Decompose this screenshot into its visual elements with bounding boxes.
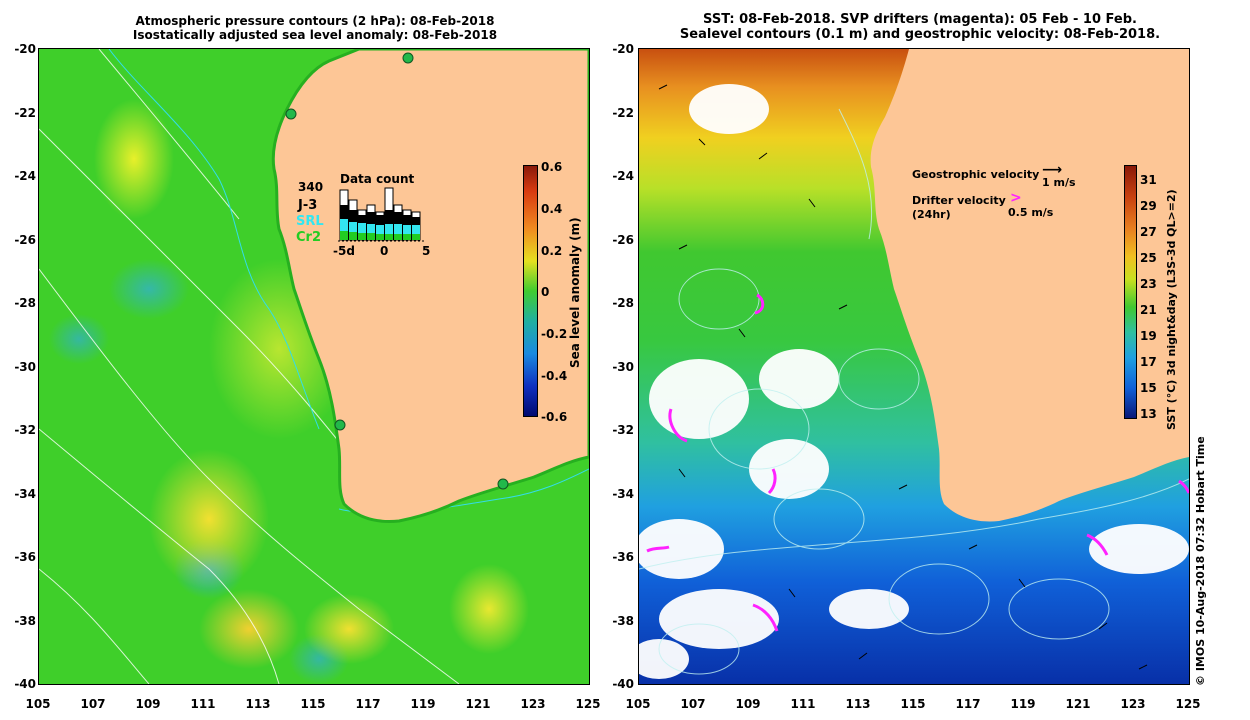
- geostrophic-scale: 1 m/s: [1042, 176, 1076, 189]
- colorbar-tick: 19: [1140, 329, 1157, 343]
- colorbar-tick: 31: [1140, 173, 1157, 187]
- right-x-tick: 105: [625, 697, 651, 711]
- colorbar-tick: -0.4: [541, 369, 568, 383]
- sea-level-colorbar-label: Sea level anomaly (m): [568, 217, 582, 368]
- colorbar-tick: 0.4: [541, 202, 563, 216]
- colorbar-tick: 27: [1140, 225, 1157, 239]
- right-y-tick: -36: [612, 550, 634, 564]
- left-y-tick: -40: [14, 677, 36, 691]
- station-marker: [497, 478, 509, 490]
- colorbar-tick: -0.2: [541, 327, 568, 341]
- left-y-tick: -38: [14, 614, 36, 628]
- right-y-tick: -24: [612, 169, 634, 183]
- left-x-tick: 117: [355, 697, 381, 711]
- left-y-tick: -20: [14, 42, 36, 56]
- right-x-tick: 121: [1065, 697, 1091, 711]
- mission-cr2-label: Cr2: [296, 230, 321, 245]
- right-y-tick: -34: [612, 487, 634, 501]
- sst-colorbar: [1124, 165, 1137, 419]
- colorbar-tick: 0.6: [541, 160, 563, 174]
- colorbar-tick: 21: [1140, 303, 1157, 317]
- left-y-tick: -30: [14, 360, 36, 374]
- mission-j3-label: J-3: [298, 198, 318, 213]
- left-y-tick: -36: [14, 550, 36, 564]
- left-y-tick: -34: [14, 487, 36, 501]
- data-count-title: Data count: [340, 172, 415, 186]
- right-title-line2: Sealevel contours (0.1 m) and geostrophi…: [679, 27, 1161, 42]
- drifter-arrow-icon: >: [1010, 190, 1022, 206]
- drifter-velocity-label: Drifter velocity: [912, 194, 1006, 207]
- right-map-graphics: [639, 49, 1189, 679]
- sea-level-colorbar: [523, 165, 538, 417]
- station-marker: [285, 108, 297, 120]
- colorbar-tick: -0.6: [541, 410, 568, 424]
- right-x-tick: 111: [790, 697, 816, 711]
- data-count-x-tick: 5: [422, 244, 431, 258]
- left-title-line1: Atmospheric pressure contours (2 hPa): 0…: [135, 14, 495, 28]
- left-x-tick: 125: [575, 697, 601, 711]
- right-x-tick: 115: [900, 697, 926, 711]
- left-x-tick: 105: [25, 697, 51, 711]
- data-count-x-tick: -5d: [333, 244, 355, 258]
- right-y-tick: -40: [612, 677, 634, 691]
- colorbar-tick: 13: [1140, 407, 1157, 421]
- australia-land-sst: [870, 49, 1189, 522]
- left-x-tick: 119: [410, 697, 436, 711]
- right-y-tick: -38: [612, 614, 634, 628]
- left-x-tick: 123: [520, 697, 546, 711]
- left-map-graphics: [39, 49, 589, 684]
- right-y-tick: -32: [612, 423, 634, 437]
- right-map: [638, 48, 1190, 685]
- left-y-tick: -22: [14, 106, 36, 120]
- geostrophic-velocity-label: Geostrophic velocity: [912, 168, 1040, 181]
- drifter-scale: 0.5 m/s: [1008, 206, 1054, 219]
- right-x-tick: 125: [1175, 697, 1201, 711]
- left-x-tick: 121: [465, 697, 491, 711]
- left-y-tick: -32: [14, 423, 36, 437]
- mission-srl-label: SRL: [296, 214, 324, 229]
- station-marker: [334, 419, 346, 431]
- left-x-tick: 109: [135, 697, 161, 711]
- colorbar-tick: 0: [541, 285, 550, 299]
- colorbar-tick: 15: [1140, 381, 1157, 395]
- right-x-tick: 107: [680, 697, 706, 711]
- data-count-number: 340: [298, 180, 324, 194]
- sst-colorbar-label: SST (°C) 3d night&day (L3S-3d QL>=2): [1165, 189, 1178, 430]
- right-y-tick: -26: [612, 233, 634, 247]
- drifter-velocity-sub: (24hr): [912, 208, 951, 221]
- colorbar-tick: 29: [1140, 199, 1157, 213]
- right-y-tick: -28: [612, 296, 634, 310]
- left-x-tick: 113: [245, 697, 271, 711]
- imos-credit: © IMOS 10-Aug-2018 07:32 Hobart Time: [1194, 436, 1207, 686]
- right-title-line1: SST: 08-Feb-2018. SVP drifters (magenta)…: [703, 12, 1137, 27]
- colorbar-tick: 17: [1140, 355, 1157, 369]
- right-y-tick: -22: [612, 106, 634, 120]
- right-x-tick: 113: [845, 697, 871, 711]
- left-map: [38, 48, 590, 685]
- right-x-tick: 109: [735, 697, 761, 711]
- left-title-line2: Isostatically adjusted sea level anomaly…: [132, 28, 498, 42]
- left-title: Atmospheric pressure contours (2 hPa): 0…: [40, 14, 590, 42]
- left-x-tick: 111: [190, 697, 216, 711]
- left-y-tick: -26: [14, 233, 36, 247]
- right-x-tick: 123: [1120, 697, 1146, 711]
- station-marker: [402, 52, 414, 64]
- left-x-tick: 115: [300, 697, 326, 711]
- colorbar-tick: 25: [1140, 251, 1157, 265]
- data-count-x-tick: 0: [380, 244, 389, 258]
- colorbar-tick: 0.2: [541, 244, 563, 258]
- colorbar-tick: 23: [1140, 277, 1157, 291]
- australia-land: [271, 49, 589, 523]
- left-x-tick: 107: [80, 697, 106, 711]
- geostrophic-arrow-icon: ⟶: [1042, 162, 1063, 178]
- left-y-tick: -24: [14, 169, 36, 183]
- right-x-tick: 119: [1010, 697, 1036, 711]
- right-x-tick: 117: [955, 697, 981, 711]
- right-title: SST: 08-Feb-2018. SVP drifters (magenta)…: [640, 12, 1200, 42]
- left-y-tick: -28: [14, 296, 36, 310]
- right-y-tick: -30: [612, 360, 634, 374]
- right-y-tick: -20: [612, 42, 634, 56]
